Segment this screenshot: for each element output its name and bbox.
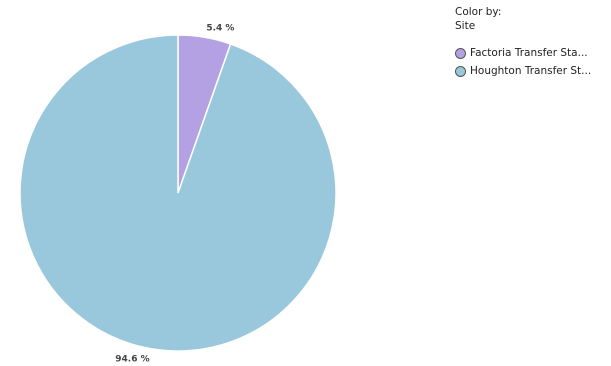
pie-slice-houghton[interactable]	[19, 34, 337, 352]
pie-label-houghton: 94.6 %	[115, 355, 149, 365]
pie-slices	[19, 34, 337, 352]
legend-label-houghton: Houghton Transfer St...	[470, 65, 592, 77]
legend-item-factoria[interactable]: Factoria Transfer Sta...	[455, 44, 591, 62]
pie-label-factoria: 5.4 %	[206, 23, 234, 33]
legend-swatch-factoria	[455, 47, 466, 59]
legend-title-line1: Color by:	[455, 6, 502, 18]
legend-label-factoria: Factoria Transfer Sta...	[470, 47, 588, 59]
legend-title-line2: Site	[455, 20, 476, 32]
legend-item-houghton[interactable]: Houghton Transfer St...	[455, 62, 591, 80]
legend-title: Color by: Site	[455, 5, 591, 33]
pie-labels: 5.4 % 94.6 %	[115, 23, 234, 364]
legend-swatch-houghton	[455, 65, 466, 77]
legend: Color by: Site Factoria Transfer Sta... …	[455, 5, 591, 80]
